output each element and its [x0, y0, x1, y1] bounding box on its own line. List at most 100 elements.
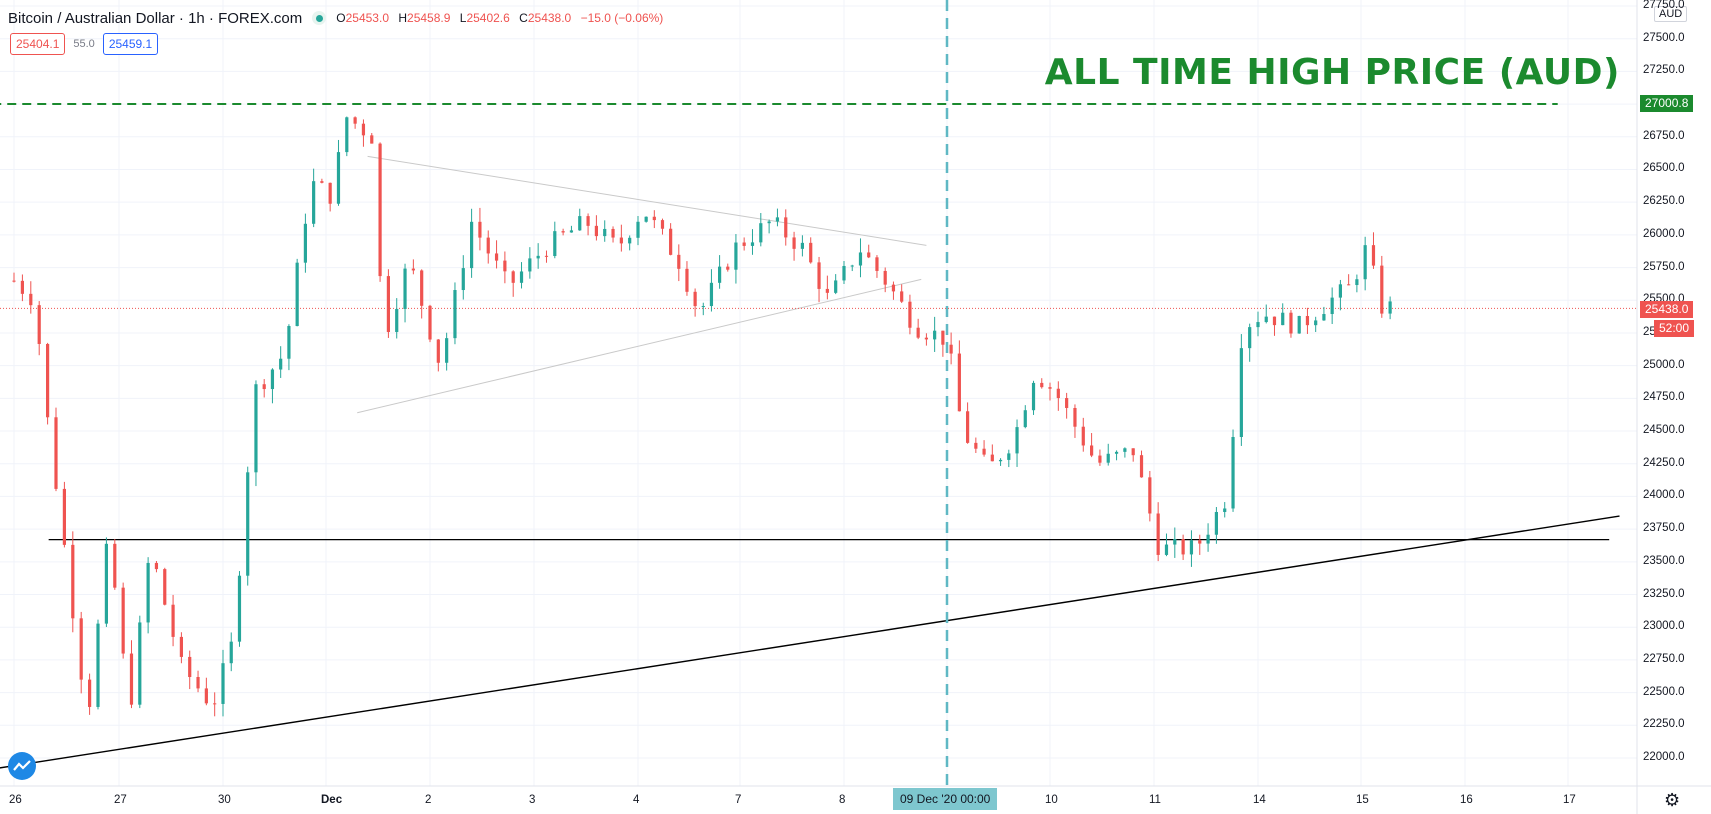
candle-down [1090, 445, 1094, 456]
sell-button[interactable]: 25404.1 [10, 33, 66, 55]
candle-down [941, 330, 945, 345]
candle-up [1223, 508, 1227, 512]
price-tick-label: 26500.0 [1643, 162, 1685, 175]
candle-down [1181, 538, 1185, 555]
candle-down [825, 288, 829, 293]
candle-down [171, 604, 175, 637]
candle-down [1371, 245, 1376, 266]
close-value: 25438.0 [527, 11, 572, 25]
high-value: 25458.9 [407, 11, 451, 25]
candle-up [1388, 301, 1392, 314]
candle-down [916, 327, 920, 338]
candle-down [792, 237, 796, 249]
candle-up [1297, 315, 1301, 334]
candle-down [611, 228, 615, 238]
candle-up [287, 326, 291, 359]
candle-up [345, 117, 349, 153]
price-tick-label: 25000.0 [1643, 358, 1685, 371]
candle-down [784, 217, 788, 238]
candle-down [320, 181, 324, 183]
price-tick-label: 26750.0 [1643, 129, 1685, 142]
candle-up [470, 221, 474, 269]
candle-down [88, 679, 92, 707]
price-tick-label: 22000.0 [1643, 751, 1685, 763]
tradingview-logo-icon[interactable] [8, 752, 36, 780]
candle-down [685, 268, 689, 292]
high-key: H [398, 11, 408, 25]
time-tick-label: 3 [529, 794, 536, 806]
candle-down [908, 301, 912, 328]
last-price-tag: 25438.0 [1640, 301, 1694, 318]
time-tick-label: 4 [633, 794, 640, 806]
candle-up [858, 252, 863, 266]
candle-down [1131, 448, 1135, 456]
candle-down [726, 266, 730, 270]
candle-up [1355, 279, 1359, 286]
currency-label[interactable]: AUD [1654, 6, 1688, 22]
candle-up [800, 242, 804, 249]
gear-icon[interactable]: ⚙ [1664, 790, 1681, 810]
candle-up [553, 231, 557, 257]
candle-down [386, 276, 390, 332]
bar-countdown: 52:00 [1654, 320, 1695, 337]
price-tick-label: 23250.0 [1643, 587, 1685, 600]
candle-up [295, 262, 299, 327]
quote-row: 25404.1 55.0 25459.1 [10, 33, 159, 55]
candle-down [411, 268, 415, 271]
candle-up [718, 266, 722, 283]
ath-annotation[interactable]: ALL TIME HIGH PRICE (AUD) [1044, 52, 1620, 93]
market-status-icon [312, 11, 327, 25]
candle-up [628, 237, 632, 244]
candle-up [1314, 320, 1318, 326]
candle-down [1198, 540, 1202, 544]
candle-up [229, 641, 233, 664]
candle-down [511, 271, 515, 283]
candle-down [121, 587, 125, 654]
candle-down [154, 562, 159, 570]
candle-down [900, 291, 904, 302]
candle-down [586, 216, 590, 226]
candle-down [619, 237, 623, 244]
spread-value: 55.0 [73, 38, 95, 50]
candle-down [378, 143, 382, 277]
symbol-title[interactable]: Bitcoin / Australian Dollar · 1h · FOREX… [8, 9, 303, 27]
candles[interactable] [12, 116, 1392, 717]
candle-down [262, 384, 266, 390]
candle-up [603, 228, 607, 237]
candle-down [974, 442, 978, 449]
change-value: −15.0 (−0.06%) [580, 11, 664, 25]
candle-down [1098, 455, 1102, 463]
price-tick-label: 27500.0 [1643, 31, 1685, 44]
candle-down [891, 284, 896, 292]
candle-down [129, 653, 134, 705]
candle-down [652, 216, 656, 221]
candle-down [990, 454, 994, 462]
time-tick-label: Dec [321, 794, 343, 806]
candle-up [303, 223, 307, 263]
candle-down [370, 135, 374, 144]
candle-down [883, 270, 887, 285]
time-tick-label: 7 [735, 794, 742, 806]
candle-down [37, 305, 41, 344]
time-tick-label: 27 [114, 794, 127, 806]
open-key: O [336, 11, 346, 25]
crosshair-time-label: 09 Dec '20 00:00 [893, 788, 998, 810]
candle-down [1056, 388, 1060, 399]
candle-down [420, 270, 424, 306]
candle-up [759, 223, 763, 243]
candle-down [113, 543, 117, 588]
open-value: 25453.0 [345, 11, 389, 25]
price-tick-label: 27750.0 [1643, 0, 1685, 11]
candle-down [1040, 382, 1044, 388]
candle-down [1048, 387, 1052, 389]
candle-down [544, 255, 549, 257]
grid [0, 0, 1637, 786]
buy-button[interactable]: 25459.1 [102, 33, 159, 55]
low-value: 25402.6 [466, 11, 510, 25]
time-tick-label: 15 [1356, 794, 1369, 806]
candle-down [436, 339, 440, 363]
drawings[interactable] [0, 0, 1637, 786]
candle-down [478, 221, 482, 238]
price-tick-label: 26250.0 [1643, 195, 1685, 208]
